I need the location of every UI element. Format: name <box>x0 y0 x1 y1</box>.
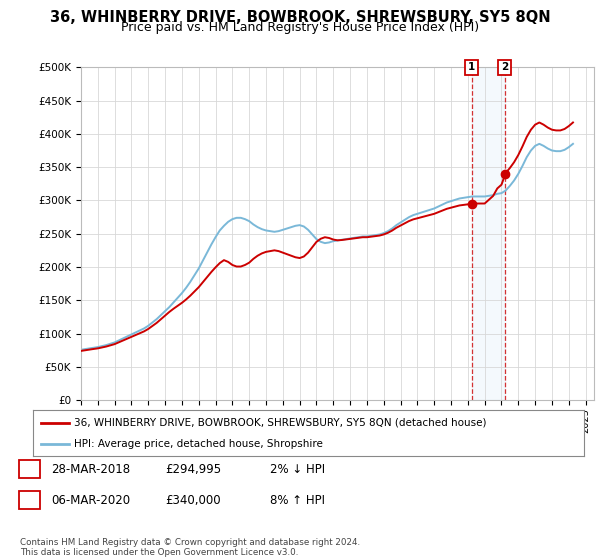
Text: £340,000: £340,000 <box>165 493 221 507</box>
Text: 2% ↓ HPI: 2% ↓ HPI <box>270 463 325 476</box>
Text: 28-MAR-2018: 28-MAR-2018 <box>51 463 130 476</box>
Text: 1: 1 <box>468 62 475 72</box>
Text: 2: 2 <box>26 495 33 505</box>
Text: 06-MAR-2020: 06-MAR-2020 <box>51 493 130 507</box>
Text: 2: 2 <box>501 62 508 72</box>
Text: 1: 1 <box>26 464 33 474</box>
Text: 36, WHINBERRY DRIVE, BOWBROOK, SHREWSBURY, SY5 8QN (detached house): 36, WHINBERRY DRIVE, BOWBROOK, SHREWSBUR… <box>74 418 487 428</box>
Text: £294,995: £294,995 <box>165 463 221 476</box>
Text: HPI: Average price, detached house, Shropshire: HPI: Average price, detached house, Shro… <box>74 439 323 449</box>
Text: Price paid vs. HM Land Registry's House Price Index (HPI): Price paid vs. HM Land Registry's House … <box>121 21 479 34</box>
Text: 36, WHINBERRY DRIVE, BOWBROOK, SHREWSBURY, SY5 8QN: 36, WHINBERRY DRIVE, BOWBROOK, SHREWSBUR… <box>50 10 550 25</box>
Text: Contains HM Land Registry data © Crown copyright and database right 2024.
This d: Contains HM Land Registry data © Crown c… <box>20 538 360 557</box>
Text: 8% ↑ HPI: 8% ↑ HPI <box>270 493 325 507</box>
Bar <box>472 67 505 400</box>
